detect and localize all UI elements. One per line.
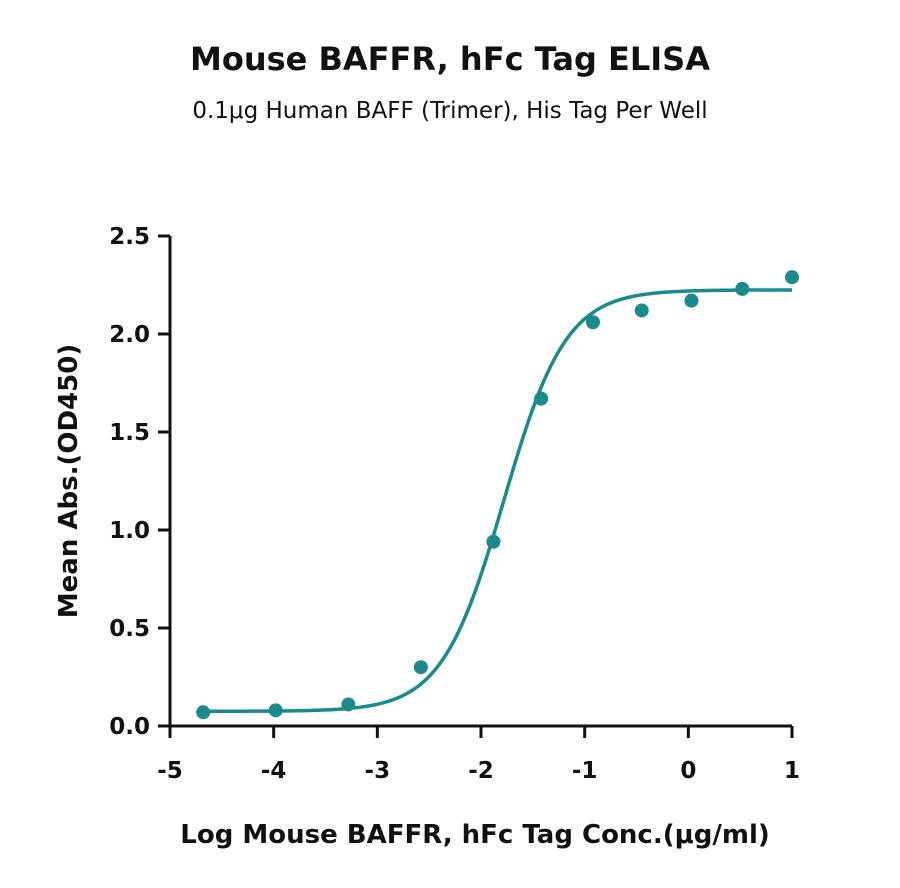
data-point xyxy=(268,703,283,718)
x-tick-label: 0 xyxy=(680,758,696,784)
data-point xyxy=(585,315,600,330)
data-point xyxy=(413,660,428,675)
x-axis-title: Log Mouse BAFFR, hFc Tag Conc.(μg/ml) xyxy=(180,820,769,850)
fit-curve xyxy=(203,288,792,714)
data-point xyxy=(634,303,649,318)
x-tick-label: -5 xyxy=(157,758,183,784)
x-ticks: -5 -4 -3 -2 -1 0 1 xyxy=(157,726,800,784)
data-point xyxy=(486,534,501,549)
y-tick-label: 0.5 xyxy=(109,616,150,642)
chart-subtitle: 0.1μg Human BAFF (Trimer), His Tag Per W… xyxy=(192,98,708,124)
data-point xyxy=(196,705,211,720)
chart-title: Mouse BAFFR, hFc Tag ELISA xyxy=(190,40,710,78)
y-tick-label: 2.5 xyxy=(109,224,150,250)
x-tick-label: -3 xyxy=(365,758,391,784)
y-axis-title: Mean Abs.(OD450) xyxy=(54,344,84,618)
x-tick-label: -2 xyxy=(468,758,494,784)
x-tick-label: -1 xyxy=(572,758,598,784)
y-tick-label: 1.5 xyxy=(109,420,150,446)
x-tick-label: -4 xyxy=(261,758,287,784)
data-point xyxy=(534,391,549,406)
axes xyxy=(168,236,792,728)
y-tick-label: 2.0 xyxy=(109,322,150,348)
y-tick-label: 0.0 xyxy=(109,714,150,740)
data-point xyxy=(341,697,356,712)
data-point xyxy=(735,281,750,296)
data-point xyxy=(684,293,699,308)
x-tick-label: 1 xyxy=(784,758,800,784)
data-points xyxy=(196,270,799,720)
y-ticks: 0.0 0.5 1.0 1.5 2.0 2.5 xyxy=(109,224,170,740)
y-tick-label: 1.0 xyxy=(109,518,150,544)
data-point xyxy=(785,270,799,285)
